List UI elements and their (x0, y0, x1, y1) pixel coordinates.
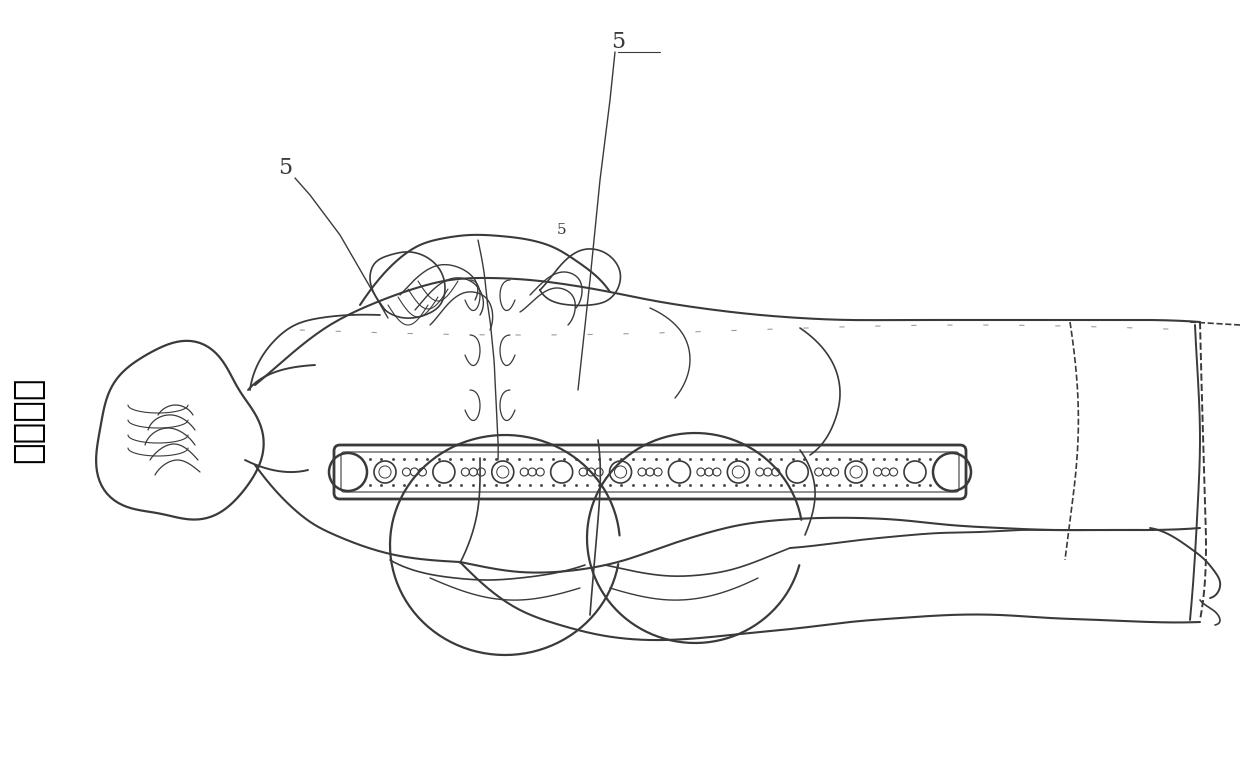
Text: 5: 5 (611, 31, 625, 53)
Text: 5: 5 (557, 223, 567, 237)
Text: 现有技术: 现有技术 (11, 377, 45, 463)
Text: 5: 5 (278, 157, 293, 179)
